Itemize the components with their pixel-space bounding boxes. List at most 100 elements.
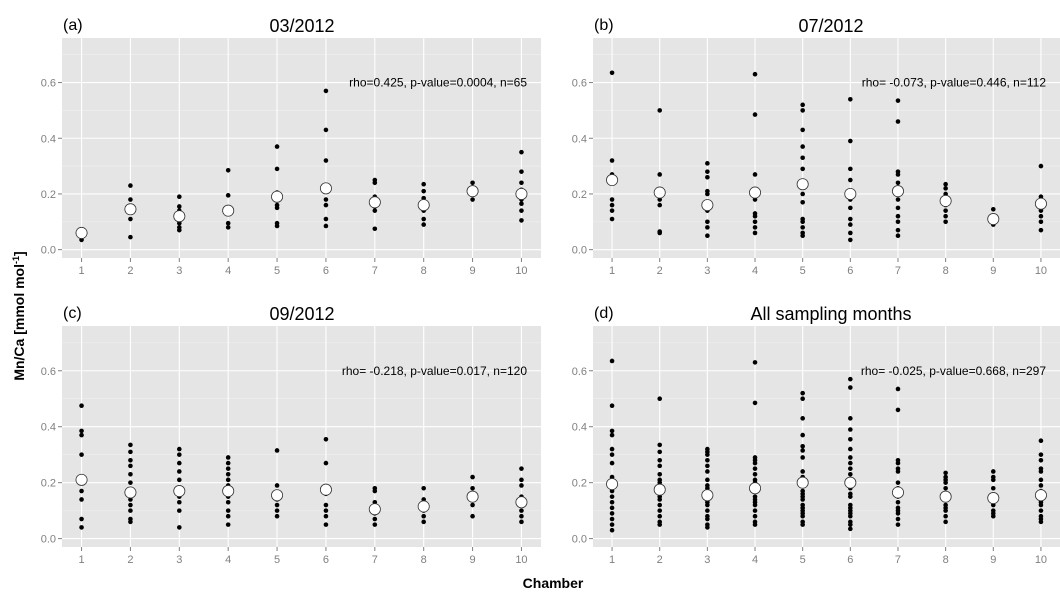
data-point (800, 390, 805, 396)
data-point (372, 226, 378, 232)
x-tick-label: 8 (943, 265, 949, 277)
data-point (609, 216, 615, 222)
x-tick-label: 8 (943, 554, 949, 566)
x-tick-label: 5 (800, 554, 806, 566)
data-point (800, 519, 805, 525)
data-point (800, 469, 805, 474)
data-point (372, 177, 378, 183)
data-point (800, 448, 805, 453)
mean-marker (1034, 489, 1047, 502)
data-point (372, 485, 378, 491)
data-point (1038, 219, 1044, 225)
data-point (421, 222, 426, 227)
data-point (79, 488, 84, 494)
y-tick-label: 0.0 (572, 245, 587, 257)
data-point (800, 127, 805, 133)
data-point (609, 158, 615, 163)
data-point (128, 183, 133, 188)
data-point (323, 223, 329, 229)
data-point (848, 502, 853, 508)
data-point (895, 466, 901, 471)
mean-marker (987, 492, 1000, 505)
data-point (705, 169, 710, 174)
data-point (943, 474, 948, 480)
panel-0: 0.0 0.2 0.4 0.6 1 2 3 4 5 6 7 8 9 10 (a) 03/2012 rho=0.4… (41, 16, 541, 277)
data-point (519, 149, 524, 155)
data-point (128, 471, 133, 477)
data-point (752, 225, 758, 230)
panel-2: 0.0 0.2 0.4 0.6 1 2 3 4 5 6 7 8 9 10 (c) 09/2012 rho= -0… (41, 304, 541, 566)
data-point (1038, 227, 1044, 233)
panel-label: (b) (594, 17, 614, 34)
data-point (705, 483, 710, 488)
data-point (372, 516, 378, 522)
data-point (800, 396, 805, 402)
y-tick-label: 0.0 (41, 534, 56, 546)
data-point (848, 138, 853, 144)
data-point (1038, 508, 1044, 513)
data-point (421, 181, 426, 187)
data-point (421, 513, 426, 519)
mean-marker (75, 226, 88, 239)
x-tick-label: 6 (847, 265, 853, 277)
data-point (848, 96, 853, 102)
data-point (657, 449, 663, 455)
y-axis-label: Mn/Ca [mmol mol-1] (11, 251, 27, 380)
data-point (1038, 452, 1044, 457)
data-point (519, 208, 524, 213)
data-point (848, 205, 853, 211)
y-tick-label: 0.6 (41, 78, 56, 90)
data-point (609, 505, 615, 511)
data-point (895, 227, 901, 233)
data-point (943, 502, 948, 508)
data-point (848, 216, 853, 222)
data-point (800, 200, 805, 205)
data-point (609, 452, 615, 457)
mean-marker (844, 476, 857, 489)
x-tick-label: 2 (127, 265, 133, 277)
data-point (519, 477, 524, 483)
x-tick-label: 3 (176, 265, 182, 277)
data-point (128, 480, 133, 485)
data-point (609, 208, 615, 213)
data-point (990, 469, 996, 474)
data-point (274, 166, 280, 172)
x-tick-label: 5 (800, 265, 806, 277)
data-point (177, 508, 182, 513)
x-tick-label: 3 (176, 554, 182, 566)
mean-marker (701, 489, 714, 502)
data-point (609, 202, 615, 208)
data-point (657, 108, 663, 113)
x-tick-label: 1 (78, 554, 84, 566)
data-point (752, 477, 758, 483)
x-tick-label: 4 (752, 554, 758, 566)
data-point (943, 208, 948, 213)
data-point (323, 158, 329, 163)
x-tick-label: 10 (515, 265, 527, 277)
x-tick-label: 5 (274, 554, 280, 566)
data-point (470, 474, 475, 480)
data-point (421, 485, 426, 491)
data-point (609, 527, 615, 533)
data-point (705, 233, 710, 239)
data-point (519, 483, 524, 488)
data-point (752, 508, 758, 513)
mean-marker (222, 485, 235, 498)
data-point (177, 460, 182, 466)
data-point (848, 237, 853, 243)
mean-marker (891, 486, 904, 499)
mean-marker (515, 496, 528, 509)
data-point (274, 513, 280, 519)
y-tick-label: 0.4 (572, 133, 587, 145)
data-point (943, 513, 948, 519)
mean-marker (749, 186, 762, 199)
data-point (990, 508, 996, 513)
data-point (895, 522, 901, 527)
data-point (657, 442, 663, 448)
data-point (225, 499, 231, 505)
data-point (274, 502, 280, 508)
data-point (752, 400, 758, 406)
data-point (1038, 483, 1044, 488)
data-point (609, 494, 615, 499)
